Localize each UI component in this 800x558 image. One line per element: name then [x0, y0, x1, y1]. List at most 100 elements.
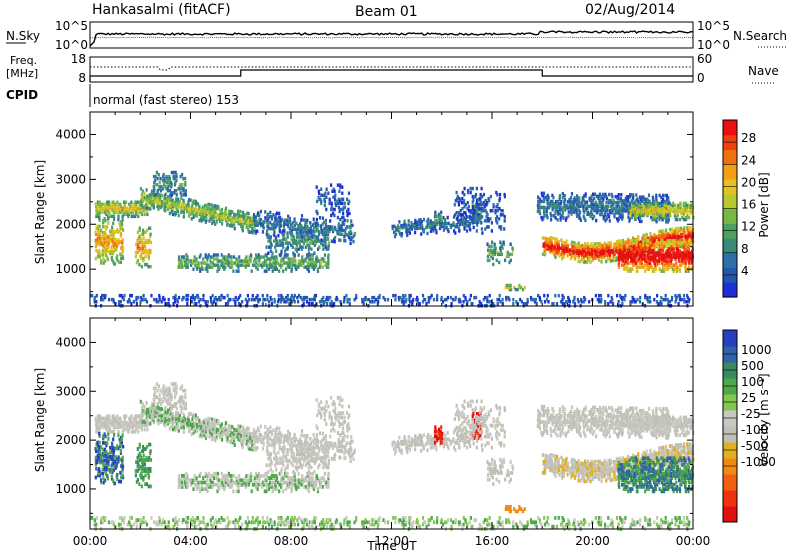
nave-line — [90, 66, 693, 71]
power-cell — [249, 218, 252, 222]
power-cell — [630, 205, 633, 210]
power-cell — [299, 261, 302, 265]
power-cell — [104, 251, 107, 255]
velocity-cell — [138, 458, 141, 462]
power-cell — [290, 261, 293, 265]
power-cell — [315, 217, 318, 222]
power-cell — [142, 242, 145, 247]
power-cell — [501, 297, 504, 302]
power-cell — [401, 297, 404, 302]
power-cell — [668, 233, 672, 238]
power-cell — [140, 203, 143, 207]
power-cell — [112, 241, 115, 246]
power-cell — [346, 225, 349, 229]
power-cell — [618, 265, 621, 269]
power-cell — [582, 250, 585, 254]
velocity-cell — [110, 463, 113, 468]
power-cell — [620, 251, 623, 255]
power-cell — [614, 194, 617, 199]
velocity-cell — [103, 467, 106, 472]
power-cell — [496, 203, 499, 207]
power-cell — [674, 215, 677, 220]
power-cell — [652, 213, 655, 218]
power-cell — [565, 204, 568, 208]
power-cell — [459, 209, 462, 213]
power-cell — [473, 211, 476, 215]
power-cell — [309, 221, 312, 225]
power-cell — [498, 198, 501, 203]
power-cell — [314, 259, 317, 263]
power-cell — [257, 263, 260, 267]
power-cell — [291, 233, 294, 237]
power-cell — [202, 297, 205, 302]
power-cell — [612, 203, 615, 207]
power-cell — [103, 247, 106, 251]
power-cell — [292, 227, 295, 231]
power-cell — [482, 209, 485, 213]
power-cell — [292, 257, 295, 261]
power-cell — [161, 297, 164, 302]
power-cell — [555, 249, 558, 254]
power-cell — [489, 248, 493, 252]
power-cell — [472, 215, 475, 219]
power-cell — [282, 241, 285, 245]
power-cell — [665, 215, 668, 220]
power-cell — [605, 259, 608, 264]
power-cell — [205, 267, 208, 271]
power-cell — [323, 300, 326, 304]
power-cell — [96, 204, 100, 208]
power-cell — [613, 252, 616, 256]
power-cell — [312, 267, 315, 271]
power-cell — [233, 222, 236, 227]
power-cell — [281, 295, 284, 300]
power-cell — [263, 259, 266, 263]
power-cell — [337, 228, 340, 232]
power-cell — [260, 217, 263, 222]
power-cell — [412, 297, 415, 302]
power-cell — [675, 269, 679, 273]
power-cell — [622, 253, 625, 257]
power-cell — [596, 297, 599, 302]
power-cell — [140, 212, 144, 217]
power-cell — [140, 264, 143, 269]
power-cell — [242, 261, 246, 265]
power-cell — [653, 253, 656, 257]
power-cell — [166, 189, 169, 193]
power-cell — [648, 249, 651, 253]
power-cell — [418, 302, 421, 306]
power-cell — [308, 265, 311, 269]
power-cell — [331, 189, 334, 193]
power-cell — [306, 263, 309, 267]
power-cell — [117, 230, 120, 234]
power-cell — [659, 251, 662, 255]
power-cell — [687, 255, 690, 259]
power-cell — [679, 203, 682, 208]
power-cell — [673, 229, 677, 233]
power-cell — [151, 193, 154, 197]
power-cell — [98, 210, 102, 215]
power-cell — [637, 203, 640, 208]
power-cell — [558, 254, 561, 258]
power-cell — [544, 236, 547, 241]
power-cell — [660, 199, 663, 204]
power-cell — [166, 302, 169, 306]
velocity-cell — [102, 463, 105, 467]
power-cell — [226, 293, 229, 298]
power-cell — [442, 300, 445, 304]
power-cell — [626, 203, 629, 207]
power-cell — [179, 191, 182, 195]
power-cell — [214, 295, 217, 300]
velocity-cell — [106, 474, 109, 478]
power-cell — [301, 257, 304, 261]
power-cell — [461, 207, 464, 211]
power-cell — [234, 300, 237, 304]
power-cell — [675, 247, 678, 251]
power-cell — [277, 221, 280, 226]
power-cell — [566, 206, 570, 210]
power-cell — [652, 255, 655, 259]
power-cell — [662, 297, 666, 302]
power-cell — [101, 237, 104, 241]
power-cell — [245, 263, 248, 267]
power-cell — [339, 232, 342, 236]
power-cell — [272, 265, 276, 269]
